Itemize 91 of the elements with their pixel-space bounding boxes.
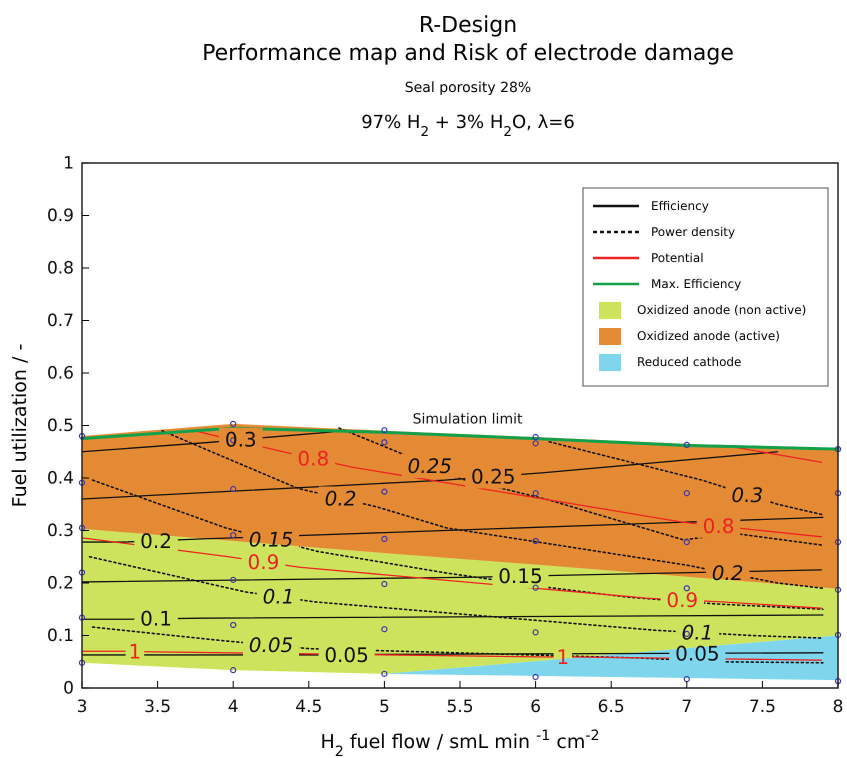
point (532, 490, 539, 496)
point (834, 586, 842, 593)
point (532, 584, 539, 591)
y-tick-label: 0.8 (46, 258, 74, 278)
point (381, 536, 388, 542)
point (78, 569, 86, 576)
y-tick-label: 0.9 (46, 206, 74, 226)
annotation: 0.9 (666, 588, 698, 612)
y-tick-label: 1 (63, 153, 74, 174)
point (78, 660, 86, 666)
point (532, 538, 539, 544)
x-tick-label: 3.5 (144, 697, 172, 718)
legend-label: Reduced cathode (637, 355, 742, 370)
point (834, 632, 842, 638)
y-axis-title: Fuel utilization / - (9, 344, 31, 508)
annotation: 0.9 (248, 550, 280, 574)
point (230, 667, 236, 674)
legend-label: Oxidized anode (non active) (637, 303, 806, 318)
y-tick-label: 0 (63, 678, 74, 698)
point (78, 432, 86, 440)
point (381, 626, 388, 632)
point (684, 676, 690, 682)
annotation: 0.8 (297, 446, 330, 471)
annotation: 0.1 (140, 606, 172, 631)
x-tick-label: 7.5 (748, 697, 776, 718)
x-tick-label: 5.5 (446, 697, 474, 718)
legend-label: Efficiency (651, 199, 709, 214)
point (834, 446, 842, 452)
x-tick-label: 6 (530, 697, 542, 718)
point (78, 614, 86, 621)
y-tick-label: 0.6 (46, 363, 74, 384)
x-tick-label: 6.5 (598, 697, 625, 718)
y-tick-label: 0.3 (46, 520, 74, 541)
point (532, 674, 539, 680)
x-tick-label: 3 (76, 697, 88, 718)
point (381, 670, 388, 677)
point (230, 622, 236, 628)
annotation: 0.2 (712, 561, 744, 586)
annotation: 0.05 (324, 642, 369, 667)
point (230, 486, 236, 492)
x-tick-label: 8 (832, 697, 844, 718)
point (684, 585, 690, 592)
point (78, 480, 86, 486)
point (834, 490, 842, 496)
annotation: Simulation limit (412, 411, 523, 428)
legend-label: Oxidized anode (active) (637, 329, 780, 344)
y-tick-label: 0.4 (46, 468, 74, 488)
chart-title: R-Design Performance map and Risk of electrode damage (202, 13, 734, 66)
point (381, 439, 388, 446)
legend-label: Max. Efficiency (651, 277, 742, 292)
point (532, 434, 539, 440)
annotation: 0.25 (471, 464, 516, 488)
point (684, 442, 690, 448)
y-tick-label: 0.1 (46, 626, 74, 646)
point (381, 427, 388, 434)
annotation: 0.2 (140, 529, 172, 553)
annotation: 0.25 (407, 454, 452, 478)
point (834, 678, 842, 684)
legend-label: Power density (651, 225, 736, 240)
x-axis-title: H$_{2}$ fuel flow / smL min $^{-1}$ cm$^{-2}$ (320, 728, 600, 758)
point (684, 538, 690, 546)
line-series (80, 426, 840, 451)
point (381, 488, 388, 495)
x-tick-label: 4.5 (295, 697, 322, 718)
x-tick-label: 5 (378, 697, 390, 718)
text: 97% H$_{2}$ + 3% H$_{2}$O, λ=6 (361, 112, 575, 140)
x-tick-label: 7 (681, 697, 692, 718)
point (230, 420, 236, 428)
point (78, 524, 86, 531)
legend-label: Potential (651, 251, 704, 266)
point (834, 538, 842, 546)
annotation: 0.05 (248, 632, 294, 657)
point (230, 532, 236, 538)
point (230, 576, 236, 583)
y-tick-label: 0.7 (46, 310, 74, 331)
annotation: 0.15 (248, 527, 294, 552)
point (532, 629, 539, 636)
point (532, 440, 539, 446)
annotation: 0.8 (702, 514, 734, 538)
point (684, 490, 690, 496)
y-tick-label: 0.2 (46, 573, 74, 594)
y-tick-label: 0.5 (46, 416, 74, 436)
x-tick-label: 4 (228, 697, 239, 718)
annotation: 0.1 (262, 584, 294, 609)
chart-subtitle: Seal porosity 28% (404, 80, 532, 96)
point (381, 580, 388, 588)
annotation: 0.2 (324, 486, 356, 510)
annotation: 0.3 (224, 428, 257, 452)
annotation: 0.3 (731, 482, 764, 507)
annotation: 0.15 (498, 564, 543, 588)
annotation: 1 (128, 639, 142, 664)
